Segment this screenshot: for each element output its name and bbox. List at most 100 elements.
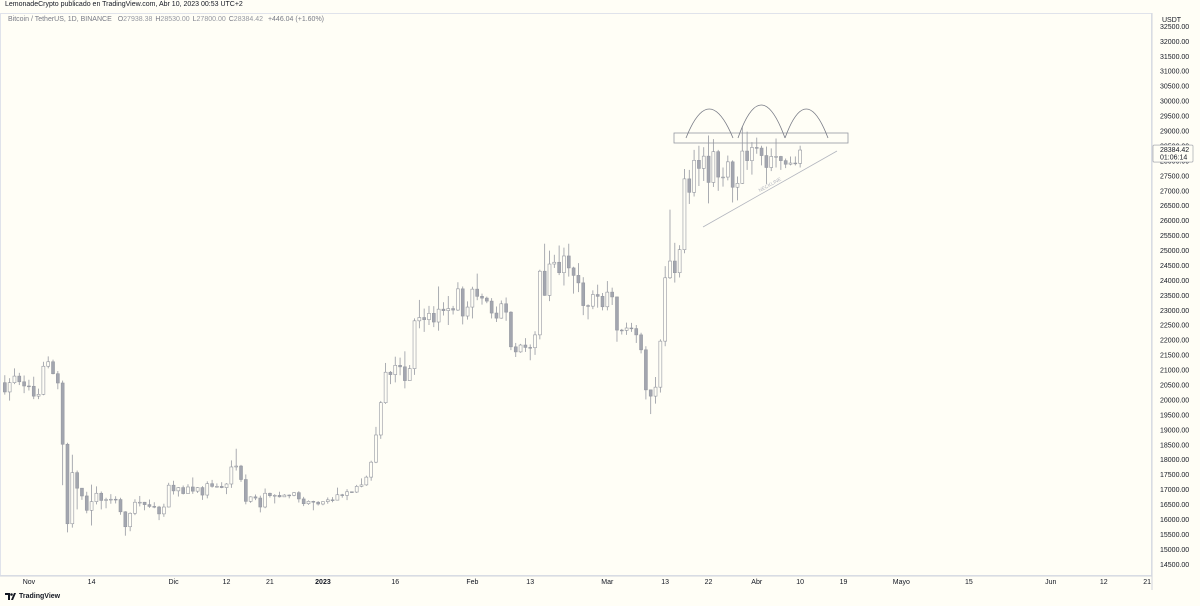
quote-key: H [155,16,161,23]
candle-body [682,178,687,250]
x-tick-label: 2023 [315,579,331,586]
candle-body [470,288,475,308]
candle-body [215,486,219,488]
x-axis: Nov 14 Dic 12 21 2023 16 Feb 13 Mar 13 22 Abr 10 19 May… [23,579,1151,586]
candle-body [595,294,600,297]
arc [784,108,829,139]
candle-body [191,486,195,492]
candle-body [764,155,769,168]
x-tick-label: Feb [466,579,478,586]
candle-body [31,385,36,397]
candle-body [142,501,147,505]
candle-body [229,466,234,485]
candle-body [427,313,431,320]
publish-note: LemonadeCrypto publicado en TradingView.… [5,1,243,8]
candle-body [509,311,513,348]
candle-body [219,486,224,488]
candle-body [133,501,137,514]
y-tick-label: 18000.00 [1160,457,1189,464]
candle-body [89,501,94,511]
y-tick-label: 15000.00 [1160,547,1189,554]
candle-body [70,472,75,525]
candle-body [104,499,108,501]
candle-body [644,349,648,391]
x-tick-label: 12 [1100,579,1108,586]
y-tick-label: 29000.00 [1160,128,1189,135]
candle-body [354,486,359,493]
candle-body [793,162,798,165]
candle-body [465,306,470,317]
y-tick-label: 29500.00 [1160,114,1189,121]
candle-body [730,161,735,188]
y-tick-label: 31000.00 [1160,69,1189,76]
candle-body [513,346,518,353]
candle-body [147,504,152,507]
candle-body [624,327,629,331]
y-tick-label: 26000.00 [1160,218,1189,225]
candle-body [393,365,398,375]
neckline [702,150,838,228]
y-tick-label: 18500.00 [1160,442,1189,449]
candle-body [369,461,373,478]
candle-body [27,385,31,388]
candle-body [528,347,533,349]
candle-body [779,156,783,161]
candle-body [22,381,26,387]
y-axis: 14500.00 15000.00 15500.00 16000.00 16500.00… [1160,24,1189,569]
candle-body [639,334,643,351]
candle-body [374,434,378,463]
candle-body [181,487,185,494]
candle-body [99,492,104,501]
candle-body [629,327,634,330]
quote-value: 27800.00 [196,16,226,23]
candle-body [46,361,50,367]
candle-body [769,156,774,168]
x-tick-label: 12 [223,579,231,586]
candle-body [663,277,667,342]
neckline-label: NECKLINE [758,176,783,194]
candle-body [740,150,745,184]
y-tick-label: 23500.00 [1160,293,1189,300]
y-tick-label: 20500.00 [1160,383,1189,390]
candle-body [306,501,311,505]
candle-body [80,487,84,497]
candle-body [60,382,65,445]
x-tick-label: 14 [88,579,96,586]
y-tick-label: 16500.00 [1160,502,1189,509]
candle-body [480,296,484,299]
candle-body [542,270,547,296]
candle-body [244,479,248,502]
candle-body [441,308,446,311]
candle-body [330,499,335,501]
candle-body [615,296,619,331]
candle-body [239,465,243,480]
candle-body [417,317,422,322]
candle-body [721,176,725,179]
candle-body [186,486,190,494]
x-tick-label: 10 [796,579,804,586]
candle-body [692,160,696,193]
y-tick-label: 32500.00 [1160,24,1189,31]
y-tick-label: 14500.00 [1160,562,1189,569]
y-tick-label: 30500.00 [1160,84,1189,91]
candle-body [94,492,99,502]
candle-body [788,162,793,165]
y-tick-label: 22500.00 [1160,323,1189,330]
candle-body [658,340,663,388]
candle-body [456,288,460,311]
x-tick-label: 13 [526,579,534,586]
candle-body [137,501,142,504]
candle-body [538,270,542,336]
candle-body [494,312,499,319]
x-tick-label: 21 [266,579,274,586]
candle-body [407,368,412,381]
candle-body [605,291,610,308]
candle-body [504,303,508,313]
candle-body [446,308,451,311]
y-tick-label: 21000.00 [1160,368,1189,375]
candle-body [171,484,176,492]
candle-body [205,483,210,496]
candle-body [234,465,238,468]
